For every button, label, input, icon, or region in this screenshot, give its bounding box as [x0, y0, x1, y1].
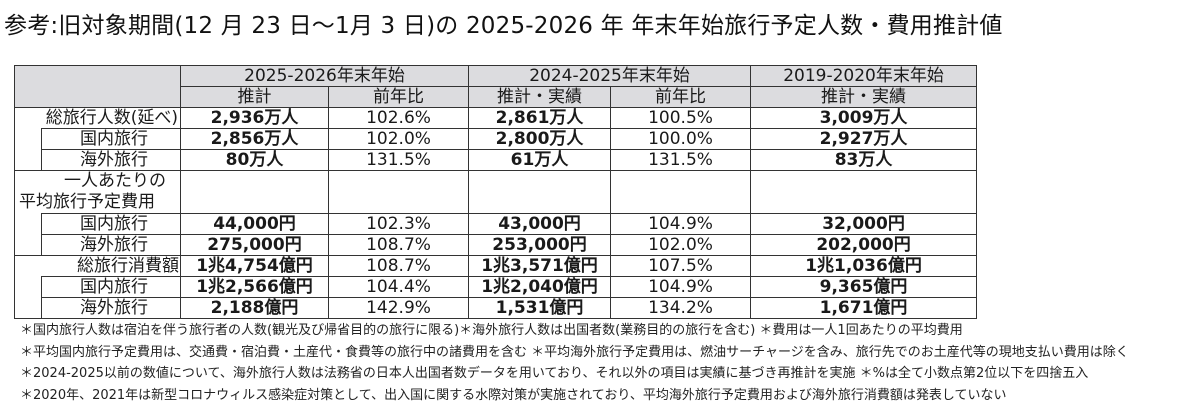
table-cell-empty	[468, 170, 612, 214]
table-cell: 131.5%	[327, 149, 470, 171]
sub-header: 推計・実績	[468, 86, 612, 108]
table-row: 総旅行人数(延べ) 2,936万人 102.6% 2,861万人 100.5% …	[14, 107, 978, 129]
table-cell: 104.9%	[610, 213, 752, 235]
row-label-avg-cost-line1: 一人あたりの	[64, 171, 166, 192]
table-row: 海外旅行 275,000円 108.7% 253,000円 102.0% 202…	[15, 234, 978, 256]
row-label-domestic: 国内旅行	[41, 128, 181, 150]
header-row-subcolumns: 推計 前年比 推計・実績 前年比 推計・実績	[15, 86, 978, 108]
indent-spacer	[14, 213, 42, 256]
footnotes: ＊国内旅行人数は宿泊を伴う旅行者の人数(観光及び帰省目的の旅行に限る)＊海外旅行…	[20, 320, 1129, 406]
table-row: 海外旅行 2,188億円 142.9% 1,531億円 134.2% 1,671…	[15, 297, 978, 319]
table-cell: 80万人	[180, 149, 329, 171]
period-header: 2019-2020年末年始	[750, 65, 978, 87]
table-cell: 104.9%	[610, 276, 752, 298]
row-label-domestic: 国内旅行	[41, 276, 181, 298]
indent-spacer	[14, 276, 42, 319]
row-label-domestic: 国内旅行	[41, 213, 181, 235]
table-cell-empty	[750, 170, 978, 214]
table-cell: 142.9%	[327, 297, 470, 319]
footnote: ＊平均国内旅行予定費用は、交通費・宿泊費・土産代・食費等の旅行中の諸費用を含む …	[20, 344, 1129, 360]
footnote: ＊国内旅行人数は宿泊を伴う旅行者の人数(観光及び帰省目的の旅行に限る)＊海外旅行…	[20, 323, 963, 338]
sub-header: 前年比	[327, 86, 470, 108]
table-row: 国内旅行 2,856万人 102.0% 2,800万人 100.0% 2,927…	[14, 128, 978, 171]
table-cell: 9,365億円	[750, 276, 978, 298]
table-cell: 1,531億円	[468, 297, 612, 319]
table-cell: 131.5%	[610, 149, 752, 171]
table-cell: 108.7%	[327, 234, 470, 256]
table-cell: 2,861万人	[468, 107, 612, 129]
row-label-overseas: 海外旅行	[41, 234, 181, 256]
footnote: ＊2020年、2021年は新型コロナウィルス感染症対策として、出入国に関する水際…	[20, 387, 1007, 403]
table-cell: 102.0%	[327, 128, 470, 150]
table-cell: 202,000円	[750, 234, 978, 256]
table-cell: 104.4%	[327, 276, 470, 298]
table-cell: 100.0%	[610, 128, 752, 150]
row-label-overseas: 海外旅行	[41, 149, 181, 171]
table-cell: 3,009万人	[750, 107, 978, 129]
row-label-avg-cost-line2: 平均旅行予定費用	[19, 192, 155, 212]
table-cell: 102.6%	[327, 107, 470, 129]
table-cell: 102.3%	[327, 213, 470, 235]
table-cell: 1兆4,754億円	[180, 255, 329, 277]
travel-estimate-table: 2025-2026年末年始 2024-2025年末年始 2019-2020年末年…	[14, 65, 978, 319]
table-cell: 1兆3,571億円	[468, 255, 612, 277]
table-row: 海外旅行 80万人 131.5% 61万人 131.5% 83万人	[15, 149, 978, 171]
table-cell: 43,000円	[468, 213, 612, 235]
table-cell: 2,936万人	[180, 107, 329, 129]
header-row-periods: 2025-2026年末年始 2024-2025年末年始 2019-2020年末年…	[14, 65, 978, 108]
indent-spacer	[14, 128, 42, 171]
table-cell: 1兆2,040億円	[468, 276, 612, 298]
table-cell-empty	[610, 170, 752, 214]
period-header: 2025-2026年末年始	[179, 65, 470, 87]
table-cell: 100.5%	[610, 107, 752, 129]
table-row: 国内旅行 1兆2,566億円 104.4% 1兆2,040億円 104.9% 9…	[14, 276, 978, 319]
table-cell: 275,000円	[180, 234, 329, 256]
page-title: 参考:旧対象期間(12 月 23 日〜1月 3 日)の 2025-2026 年 …	[4, 13, 1003, 39]
table-cell: 134.2%	[610, 297, 752, 319]
table-cell: 32,000円	[750, 213, 978, 235]
table-row: 一人あたりの 平均旅行予定費用	[14, 170, 978, 214]
row-label-total-spending: 総旅行消費額	[14, 255, 181, 277]
table-cell-empty	[180, 170, 329, 214]
sub-header: 前年比	[610, 86, 752, 108]
table-cell: 1兆1,036億円	[750, 255, 978, 277]
table-cell: 44,000円	[180, 213, 329, 235]
row-label-total-travelers: 総旅行人数(延べ)	[14, 107, 181, 129]
table-cell: 2,800万人	[468, 128, 612, 150]
sub-header: 推計・実績	[750, 86, 978, 108]
row-label-avg-cost: 一人あたりの 平均旅行予定費用	[14, 170, 181, 214]
table-cell: 2,188億円	[180, 297, 329, 319]
row-label-overseas: 海外旅行	[41, 297, 181, 319]
table-row: 国内旅行 44,000円 102.3% 43,000円 104.9% 32,00…	[14, 213, 978, 256]
table-cell: 102.0%	[610, 234, 752, 256]
table-cell: 61万人	[468, 149, 612, 171]
table-cell-empty	[327, 170, 470, 214]
table-cell: 253,000円	[468, 234, 612, 256]
table-cell: 2,856万人	[180, 128, 329, 150]
table-cell: 1兆2,566億円	[180, 276, 329, 298]
table-cell: 107.5%	[610, 255, 752, 277]
sub-header: 推計	[180, 86, 329, 108]
header-corner	[14, 65, 181, 108]
table-cell: 83万人	[750, 149, 978, 171]
table-cell: 1,671億円	[750, 297, 978, 319]
period-header: 2024-2025年末年始	[468, 65, 752, 87]
table-cell: 2,927万人	[750, 128, 978, 150]
table-row: 総旅行消費額 1兆4,754億円 108.7% 1兆3,571億円 107.5%…	[14, 255, 978, 277]
footnote: ＊2024-2025以前の数値について、海外旅行人数は法務省の日本人出国者数デー…	[20, 366, 1089, 381]
table-cell: 108.7%	[327, 255, 470, 277]
